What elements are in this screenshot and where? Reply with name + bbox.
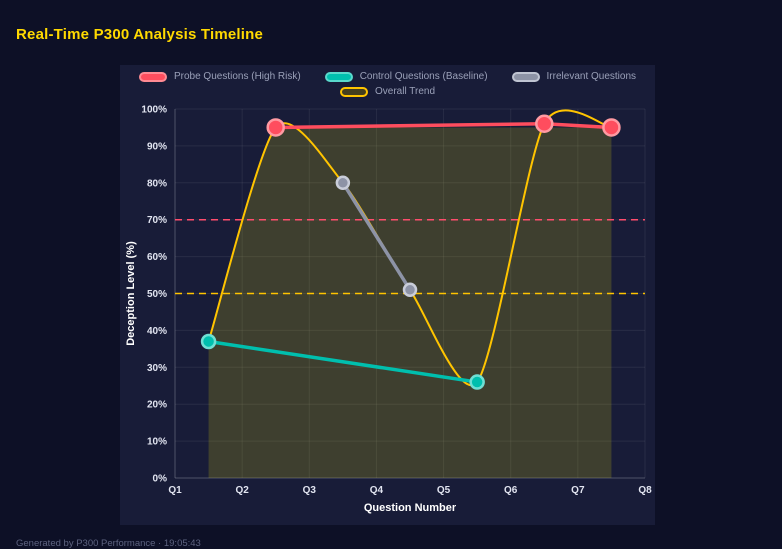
legend-swatch-icon [511, 71, 540, 82]
chart-legend: Probe Questions (High Risk) Control Quest… [120, 65, 655, 101]
y-axis-title: Deception Level (%) [125, 241, 137, 346]
footer-note: Generated by P300 Performance · 19:05:43 [16, 538, 201, 549]
legend-label: Overall Trend [374, 86, 436, 97]
y-tick-label: 20% [147, 400, 167, 411]
data-point[interactable] [535, 114, 554, 134]
legend-item[interactable]: Irrelevant Questions [511, 71, 637, 82]
timeline-chart[interactable]: Q1 Q2 Q3 Q4 Q5 Q6 Q7 Q8 0% 10% 20% 30% 40% 50% 60% 70% 8… [120, 101, 655, 525]
y-tick-label: 0% [153, 474, 168, 485]
data-point[interactable] [402, 282, 418, 298]
page-title: Real-Time P300 Analysis Timeline [16, 26, 264, 43]
data-point[interactable] [200, 333, 217, 350]
y-tick-label: 60% [147, 252, 167, 263]
legend-item[interactable]: Control Questions (Baseline) [324, 71, 488, 82]
chart-panel: Probe Questions (High Risk) Control Quest… [120, 65, 655, 525]
y-tick-label: 100% [141, 105, 167, 116]
x-tick-label: Q4 [370, 485, 384, 496]
y-tick-label: 10% [147, 437, 167, 448]
x-tick-label: Q6 [504, 485, 518, 496]
y-tick-label: 90% [147, 141, 167, 152]
legend-swatch-icon [138, 71, 167, 82]
legend-row: Probe Questions (High Risk) Control Quest… [138, 71, 637, 82]
legend-label: Probe Questions (High Risk) [173, 71, 301, 82]
data-point[interactable] [335, 175, 351, 191]
legend-label: Irrelevant Questions [546, 71, 637, 82]
x-tick-label: Q1 [168, 485, 182, 496]
data-point[interactable] [602, 118, 621, 137]
series-line[interactable] [341, 181, 412, 292]
y-tick-label: 40% [147, 326, 167, 337]
y-tick-label: 80% [147, 178, 167, 189]
trend-area-fill [208, 127, 612, 478]
y-tick-label: 50% [147, 289, 167, 300]
x-tick-label: Q3 [303, 485, 317, 496]
data-point[interactable] [266, 118, 285, 137]
x-tick-label: Q7 [571, 485, 585, 496]
x-axis-title: Question Number [364, 502, 457, 514]
y-tick-label: 30% [147, 363, 167, 374]
series-line[interactable] [206, 339, 479, 384]
legend-swatch-icon [339, 86, 368, 97]
x-tick-label: Q2 [235, 485, 249, 496]
x-tick-label: Q5 [437, 485, 451, 496]
legend-item[interactable]: Overall Trend [339, 86, 436, 97]
legend-item[interactable]: Probe Questions (High Risk) [138, 71, 301, 82]
x-tick-label: Q8 [638, 485, 652, 496]
y-tick-label: 70% [147, 215, 167, 226]
legend-label: Control Questions (Baseline) [359, 71, 488, 82]
data-point[interactable] [469, 374, 485, 390]
legend-swatch-icon [324, 71, 353, 82]
legend-row: Overall Trend [339, 86, 436, 97]
